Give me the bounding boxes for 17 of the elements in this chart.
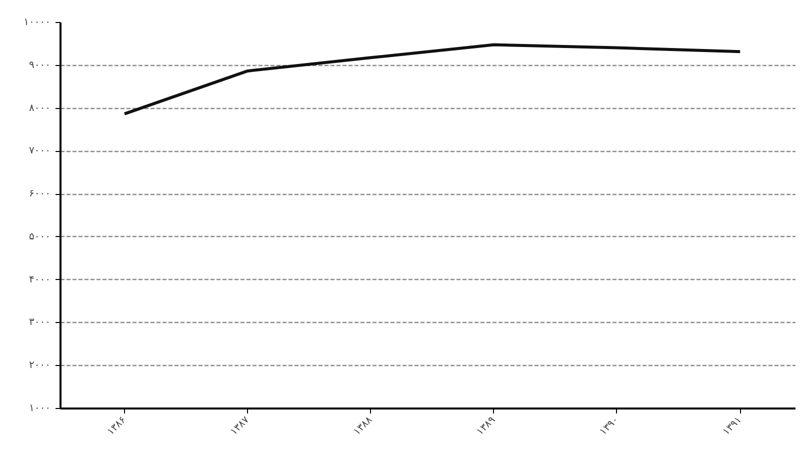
y-tick-label: ۱۰۰۰۰ (24, 17, 51, 28)
x-tick-label: ۱۳۸۸ (352, 414, 376, 438)
y-tick-label: ۶۰۰۰ (29, 188, 50, 200)
x-tick-label: ۱۳۸۶ (105, 414, 128, 438)
x-tick-label: ۱۳۸۷ (228, 414, 252, 438)
y-tick-label: ۹۰۰۰ (29, 60, 50, 71)
y-tick-label: ۴۰۰۰ (29, 274, 50, 286)
line-series (123, 43, 742, 116)
x-tick-label: ۱۳۹۱ (721, 414, 744, 438)
x-tick-label: ۱۳۹۰ (598, 414, 621, 438)
y-tick-label: ۵۰۰۰ (29, 231, 50, 242)
x-tick-label: ۱۳۸۹ (474, 414, 498, 438)
y-tick-label: ۸۰۰۰ (29, 102, 50, 114)
y-tick-label: ۷۰۰۰ (29, 146, 50, 157)
y-tick-label: ۳۰۰۰ (29, 317, 50, 328)
y-tick-label: ۱۰۰۰ (29, 403, 50, 414)
y-tick-label: ۲۰۰۰ (29, 360, 50, 372)
